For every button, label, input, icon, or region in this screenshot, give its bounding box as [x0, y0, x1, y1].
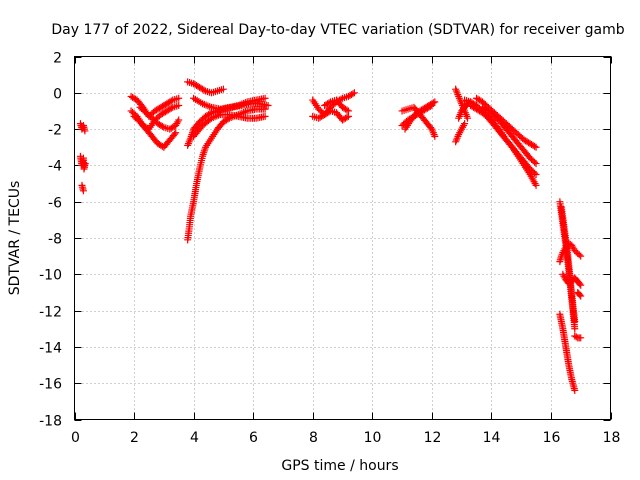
data-point — [577, 281, 585, 289]
data-series-arc-4 — [127, 92, 183, 120]
data-point — [571, 386, 579, 394]
data-point — [532, 170, 540, 178]
data-point — [577, 292, 585, 300]
data-series-arc-12 — [190, 94, 269, 113]
data-series-arc-1 — [76, 120, 89, 135]
data-point — [158, 122, 166, 130]
data-point — [81, 127, 89, 135]
data-point — [264, 102, 272, 110]
data-point — [431, 98, 439, 106]
data-series-arc-18 — [398, 102, 436, 129]
x-tick-label: 8 — [309, 430, 318, 446]
data-point — [167, 97, 175, 105]
data-series-arc-10 — [190, 111, 269, 140]
data-point — [200, 86, 208, 94]
y-tick-label: -12 — [39, 305, 62, 321]
data-point — [171, 130, 179, 138]
data-series-arc-32 — [574, 288, 585, 300]
data-point — [428, 102, 436, 110]
data-point — [219, 85, 227, 93]
y-tick-labels: -18 -16 -14 -12 -10 -8 -6 -4 -2 0 2 — [39, 51, 62, 430]
x-tick-label: 18 — [603, 430, 621, 446]
data-point — [576, 280, 584, 288]
data-series-arc-11 — [184, 78, 227, 97]
y-tick-label: -14 — [39, 341, 62, 357]
data-series-arc-14 — [309, 107, 352, 124]
data-point — [571, 317, 579, 325]
x-tick-label: 0 — [71, 430, 80, 446]
y-tick-label: -18 — [39, 414, 62, 430]
y-tick-label: -8 — [48, 232, 62, 248]
data-point — [325, 99, 333, 107]
x-tick-label: 12 — [424, 430, 442, 446]
data-series-arc-6 — [130, 112, 180, 151]
data-point — [572, 333, 580, 341]
data-series-arc-15 — [321, 96, 352, 115]
y-axis-label: SDTVAR / TECUs — [7, 181, 23, 296]
x-tick-label: 10 — [364, 430, 382, 446]
data-series-arc-30 — [559, 270, 585, 289]
x-tick-labels: 0 2 4 6 8 10 12 14 16 18 — [71, 430, 620, 446]
data-series-arc-23 — [467, 102, 540, 178]
data-point — [531, 142, 539, 150]
data-point — [175, 116, 183, 124]
data-point — [81, 160, 89, 168]
data-point — [261, 94, 269, 102]
y-tick-label: -2 — [48, 123, 62, 139]
data-point — [343, 106, 351, 114]
data-point — [350, 89, 358, 97]
axis-ticks — [74, 56, 612, 421]
data-point — [531, 158, 539, 166]
x-axis-label: GPS time / hours — [281, 458, 398, 474]
data-series-arc-25 — [478, 103, 540, 168]
data-point — [575, 251, 583, 259]
data-point — [532, 160, 540, 168]
x-tick-label: 6 — [249, 430, 258, 446]
data-point — [172, 129, 180, 137]
data-series-arc-29 — [556, 239, 585, 266]
data-point — [426, 102, 434, 110]
data-series-arc-3 — [78, 181, 87, 195]
x-tick-label: 14 — [483, 430, 501, 446]
data-series-arc-7 — [136, 103, 183, 133]
data-point — [343, 113, 351, 121]
y-tick-label: -16 — [39, 377, 62, 393]
y-tick-label: -4 — [48, 159, 62, 175]
data-point — [577, 252, 585, 260]
data-point — [461, 120, 469, 128]
plot-frame — [74, 56, 611, 420]
data-point — [532, 181, 540, 189]
data-series-arc-31 — [571, 332, 585, 342]
data-series-arc-21 — [452, 120, 469, 146]
data-series-arc-8 — [184, 105, 269, 244]
data-point — [175, 94, 183, 102]
chart-title: Day 177 of 2022, Sidereal Day-to-day VTE… — [51, 22, 624, 38]
x-tick-label: 4 — [190, 430, 199, 446]
data-point — [576, 291, 584, 299]
y-tick-label: 0 — [53, 87, 62, 103]
data-point — [261, 112, 269, 120]
data-point — [464, 114, 472, 122]
data-series-arc-2 — [76, 152, 89, 173]
data-points — [76, 78, 585, 394]
data-point — [167, 104, 175, 112]
x-tick-label: 16 — [543, 430, 561, 446]
data-series-arc-26 — [556, 310, 579, 394]
data-point — [531, 169, 539, 177]
data-point — [532, 143, 540, 151]
data-point — [79, 187, 87, 195]
data-point — [571, 325, 579, 333]
y-tick-label: -10 — [39, 268, 62, 284]
data-point — [431, 132, 439, 140]
x-tick-label: 2 — [130, 430, 139, 446]
data-point — [344, 107, 352, 115]
y-tick-label: -6 — [48, 196, 62, 212]
y-tick-label: 2 — [53, 51, 62, 67]
data-point — [349, 90, 357, 98]
data-point — [175, 102, 183, 110]
data-point — [577, 334, 585, 342]
